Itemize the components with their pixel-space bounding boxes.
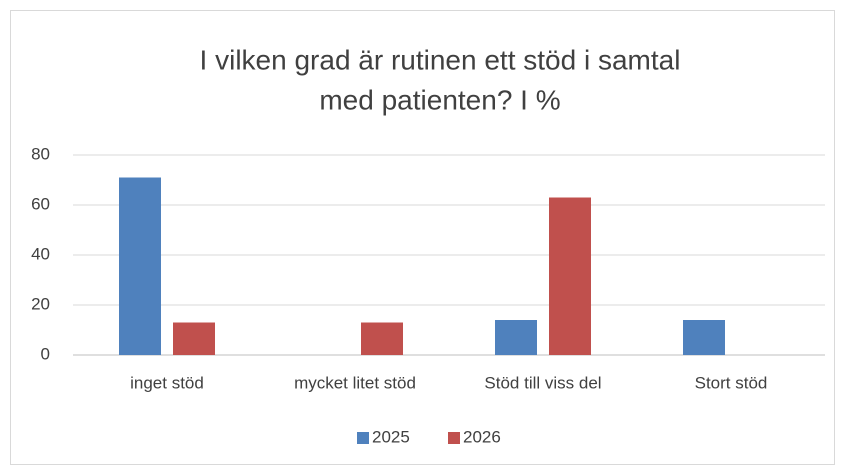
bar [683, 320, 725, 355]
bar [495, 320, 537, 355]
chart-title: med patienten? I % [319, 84, 560, 115]
y-tick-label: 80 [31, 144, 50, 163]
legend-swatch [357, 432, 369, 444]
bar [549, 197, 591, 355]
x-tick-label: Stöd till viss del [484, 373, 601, 392]
x-tick-label: Stort stöd [695, 373, 768, 392]
legend-label: 2026 [463, 427, 501, 446]
y-tick-label: 60 [31, 194, 50, 213]
legend-swatch [448, 432, 460, 444]
x-tick-label: inget stöd [130, 373, 204, 392]
y-tick-label: 40 [31, 244, 50, 263]
bar [361, 322, 403, 355]
bar [173, 322, 215, 355]
x-tick-label: mycket litet stöd [294, 373, 416, 392]
bar [119, 177, 161, 355]
chart-title: I vilken grad är rutinen ett stöd i samt… [200, 44, 681, 75]
y-tick-label: 0 [41, 344, 50, 363]
y-tick-label: 20 [31, 294, 50, 313]
legend-label: 2025 [372, 427, 410, 446]
